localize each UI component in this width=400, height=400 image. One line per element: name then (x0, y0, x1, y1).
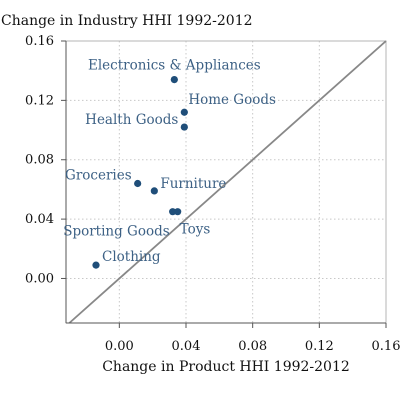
data-point (134, 179, 142, 188)
data-point (92, 261, 100, 269)
point-label: Health Goods (85, 112, 178, 128)
data-points (92, 75, 188, 269)
data-point (180, 123, 188, 131)
point-label: Groceries (65, 167, 132, 183)
point-label: Furniture (160, 176, 226, 192)
y-tick-label: 0.12 (25, 93, 54, 108)
point-label: Electronics & Appliances (88, 58, 261, 74)
tick-labels: 0.00 0.04 0.08 0.12 0.16 0.00 0.04 0.08 0.12 0.16 (25, 34, 400, 354)
x-tick-label: 0.16 (372, 339, 400, 354)
data-point (169, 208, 177, 216)
x-tick-label: 0.00 (105, 339, 134, 354)
x-tick-label: 0.12 (305, 339, 334, 354)
point-label: Home Goods (188, 92, 276, 108)
y-tick-label: 0.16 (25, 34, 54, 49)
data-point (170, 75, 178, 84)
x-tick-label: 0.04 (172, 339, 201, 354)
x-axis-label: Change in Product HHI 1992-2012 (102, 359, 350, 375)
y-tick-label: 0.04 (25, 212, 54, 227)
data-point (174, 208, 182, 216)
data-point (150, 187, 158, 195)
y-tick-label: 0.00 (25, 271, 54, 286)
y-tick-label: 0.08 (25, 153, 54, 168)
chart-title: Change in Industry HHI 1992-2012 (1, 13, 253, 29)
axes (61, 40, 387, 328)
point-label: Sporting Goods (63, 224, 170, 240)
x-tick-label: 0.08 (238, 339, 267, 354)
point-label: Clothing (102, 249, 161, 265)
point-label: Toys (180, 222, 211, 238)
point-labels: Electronics & Appliances Home Goods Health… (63, 58, 276, 266)
data-point (180, 108, 188, 116)
reference-line (68, 40, 387, 324)
